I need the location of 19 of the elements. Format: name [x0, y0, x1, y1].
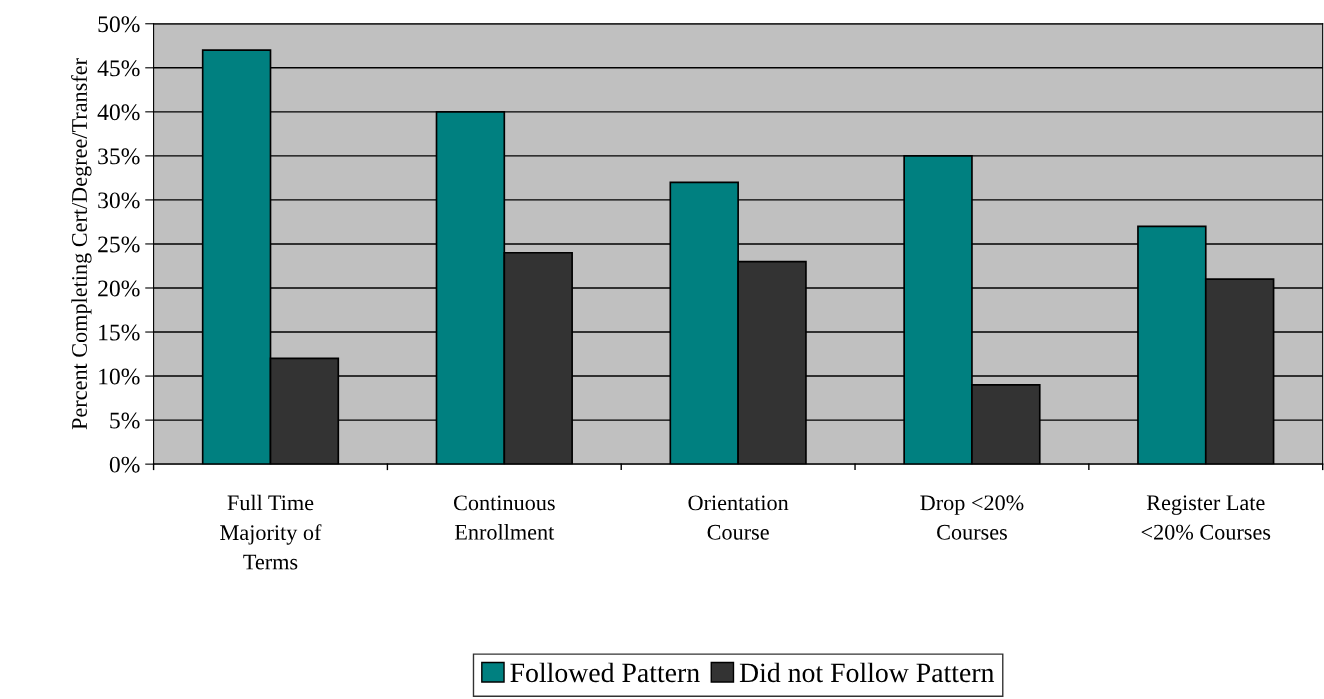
y-tick-label: 25% [98, 236, 140, 253]
y-axis-title: Percent Completing Cert/Degree/Transfer [71, 58, 92, 430]
y-tick-label: 20% [98, 280, 140, 297]
x-tick-label: Register Late <20% Courses [1141, 495, 1271, 540]
y-tick-label: 35% [98, 148, 140, 165]
y-tick-label: 30% [98, 192, 140, 209]
y-tick-label: 40% [97, 104, 140, 121]
y-tick-label: 15% [99, 324, 140, 341]
x-tick-label: Full Time Majority of Terms [220, 494, 322, 570]
legend-label: Did not Follow Pattern [739, 662, 995, 683]
y-tick-label: 45% [97, 60, 140, 77]
legend-label: Followed Pattern [510, 662, 700, 683]
y-tick-label: 5% [110, 412, 140, 429]
y-tick-label: 10% [99, 368, 140, 385]
y-tick-label: 50% [98, 16, 140, 33]
x-tick-label: Continuous Enrollment [453, 495, 555, 540]
y-tick-label: 0% [109, 456, 140, 473]
x-tick-label: Drop <20% Courses [920, 495, 1024, 540]
x-tick-label: Orientation Course [688, 495, 789, 540]
